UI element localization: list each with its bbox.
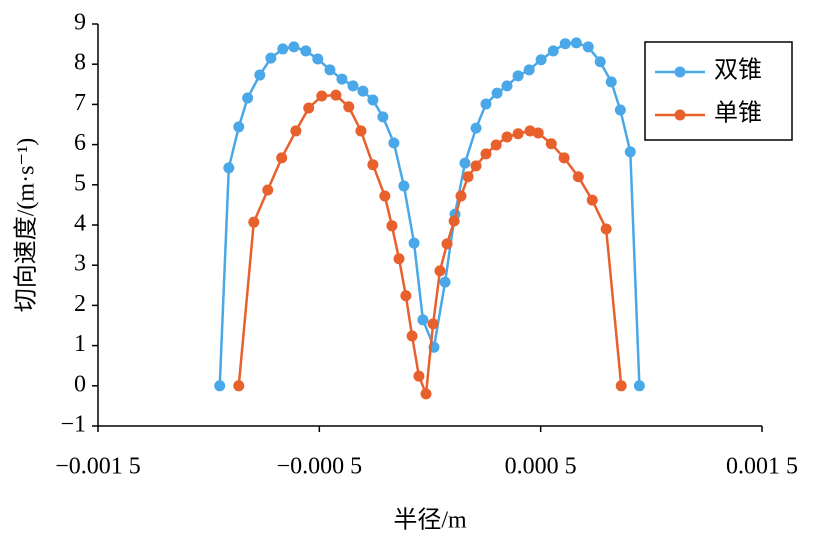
data-point [254,69,266,81]
data-point [501,80,513,92]
data-point [594,56,606,68]
data-point [535,54,547,66]
series-line [218,41,641,386]
data-point [459,157,471,169]
x-tick-label: 0.000 5 [505,454,577,480]
data-point [343,101,355,113]
data-point [558,152,570,164]
x-tick-label: −0.000 5 [277,454,363,480]
data-point [265,52,277,64]
data-point [559,38,571,50]
y-tick-label: 8 [74,50,86,76]
y-axis-label: 切向速度/(m·s⁻¹) [13,138,40,313]
data-point [324,64,336,76]
y-tick-label: 9 [74,10,86,36]
legend-label: 双锥 [714,57,762,84]
data-point [427,318,439,330]
legend-marker [674,66,686,78]
legend-label: 单锥 [714,100,762,127]
y-tick-label: 7 [74,90,86,116]
data-point [330,89,342,101]
y-tick-label: 3 [74,251,86,277]
series-line [237,93,623,395]
data-point [386,220,398,232]
data-point [614,104,626,116]
y-tick-label: 4 [74,211,86,237]
data-point [288,41,300,53]
data-point [523,64,535,76]
data-point [303,102,315,114]
data-point [633,380,645,392]
data-point [357,85,369,97]
data-point [242,92,254,104]
data-point [501,131,513,143]
data-point [512,70,524,82]
data-point [545,138,557,150]
data-point [470,122,482,134]
data-point [214,380,226,392]
x-axis-label: 半径/m [393,507,467,534]
data-point [355,125,367,137]
data-point [223,162,235,174]
data-point [408,237,420,249]
data-point [413,370,425,382]
data-point [547,45,559,57]
data-point [406,330,418,342]
data-point [420,388,432,400]
data-point [615,380,627,392]
x-tick-label: −0.001 5 [55,454,141,480]
data-point [377,111,389,123]
data-point [233,121,245,133]
data-point [248,216,260,228]
data-point [582,41,594,53]
data-point [336,73,348,85]
data-point [470,160,482,172]
data-point [417,314,429,326]
data-point [441,238,453,250]
data-point [276,152,288,164]
data-point [439,276,451,288]
data-point [512,128,524,140]
data-point [398,180,410,192]
data-point [624,146,636,158]
data-point [572,171,584,183]
data-point [455,190,467,202]
y-tick-label: −1 [60,412,86,438]
data-point [400,290,412,302]
data-point [600,223,612,235]
y-tick-label: 1 [74,331,86,357]
y-tick-label: 2 [74,291,86,317]
legend-marker [674,109,686,121]
data-point [490,139,502,151]
data-point [434,265,446,277]
data-point [462,171,474,183]
data-point [605,76,617,88]
data-point [367,94,379,106]
data-point [379,190,391,202]
data-point [448,215,460,227]
data-point [570,37,582,49]
data-point [316,90,328,102]
data-point [586,194,598,206]
data-point [532,127,544,139]
y-tick-label: 0 [74,371,86,397]
data-point [290,125,302,137]
data-point [480,98,492,110]
data-point [233,380,245,392]
data-point [480,148,492,160]
data-point [262,184,274,196]
x-tick-label: 0.001 5 [726,454,798,480]
data-point [347,80,359,92]
data-point [491,87,503,99]
data-point [388,137,400,149]
data-point [312,53,324,65]
y-tick-label: 6 [74,130,86,156]
y-tick-label: 5 [74,170,86,196]
legend-box [644,41,793,141]
data-point [300,45,312,57]
data-point [367,159,379,171]
data-point [277,43,289,55]
data-point [393,253,405,265]
